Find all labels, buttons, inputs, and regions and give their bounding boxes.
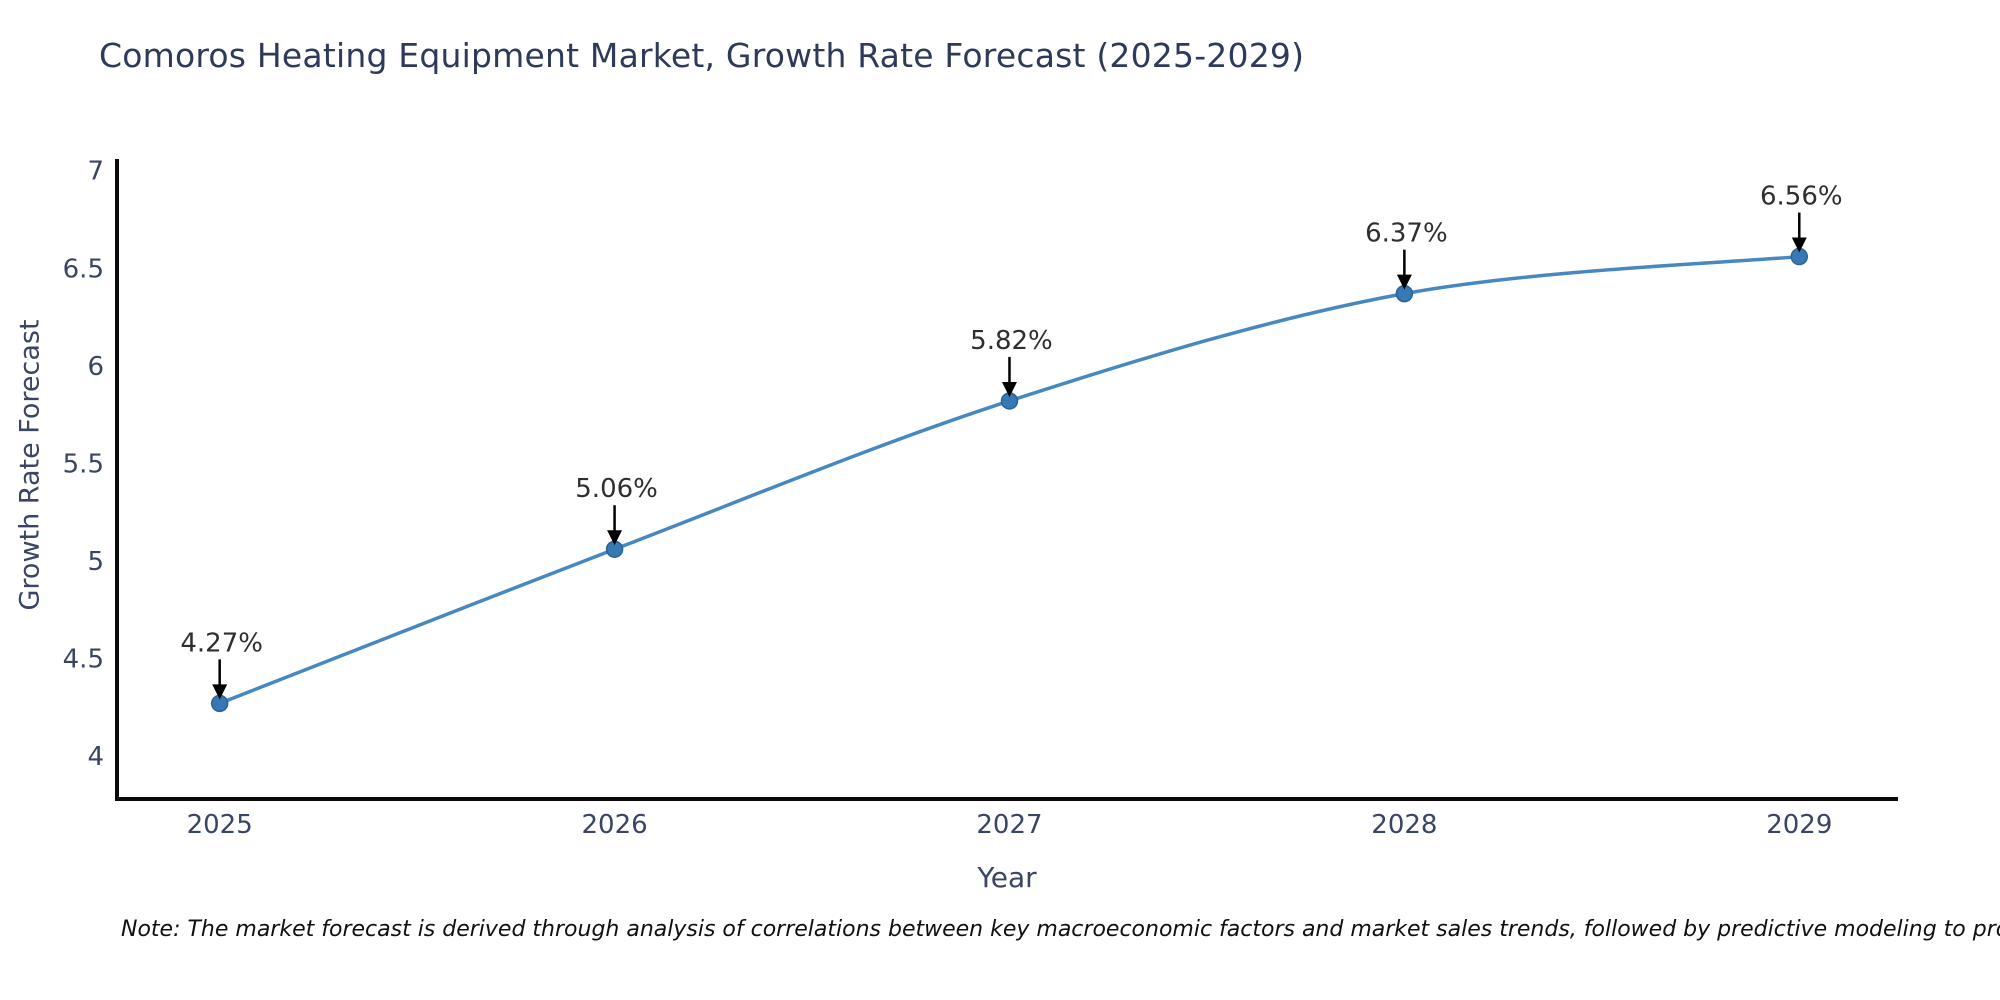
annotation-arrow-head (212, 684, 228, 700)
annotation-arrow-head (1001, 381, 1017, 397)
chart-title: Comoros Heating Equipment Market, Growth… (99, 36, 1305, 75)
x-tick-label: 2029 (1766, 810, 1832, 840)
data-point-value-label: 6.56% (1760, 182, 1843, 212)
x-tick-label: 2025 (187, 810, 253, 840)
y-tick-label: 5 (87, 547, 104, 577)
x-tick-label: 2027 (976, 810, 1042, 840)
y-tick-label: 7 (87, 157, 104, 187)
x-axis-title: Year (977, 861, 1037, 894)
y-axis-title: Growth Rate Forecast (14, 319, 46, 611)
footnote: Note: The market forecast is derived thr… (121, 917, 2000, 942)
y-tick-label: 4 (87, 742, 104, 772)
annotation-arrow-head (607, 530, 623, 546)
y-tick-label: 6 (87, 352, 104, 382)
y-tick-label: 5.5 (63, 449, 104, 479)
data-point-value-label: 5.06% (575, 474, 658, 504)
data-point-value-label: 6.37% (1365, 219, 1448, 249)
x-tick-label: 2026 (581, 810, 647, 840)
x-tick-label: 2028 (1371, 810, 1437, 840)
y-tick-label: 4.5 (63, 645, 104, 675)
data-point-value-label: 5.82% (970, 326, 1053, 356)
forecast-line (217, 254, 1802, 706)
y-tick-label: 6.5 (63, 254, 104, 284)
annotation-arrow-head (1791, 237, 1807, 253)
data-point-value-label: 4.27% (180, 628, 263, 658)
annotation-arrow-head (1396, 274, 1412, 290)
